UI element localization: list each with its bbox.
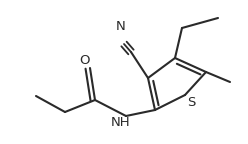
Text: N: N: [116, 20, 126, 34]
Text: O: O: [80, 54, 90, 67]
Text: S: S: [187, 95, 195, 108]
Text: NH: NH: [111, 115, 131, 128]
